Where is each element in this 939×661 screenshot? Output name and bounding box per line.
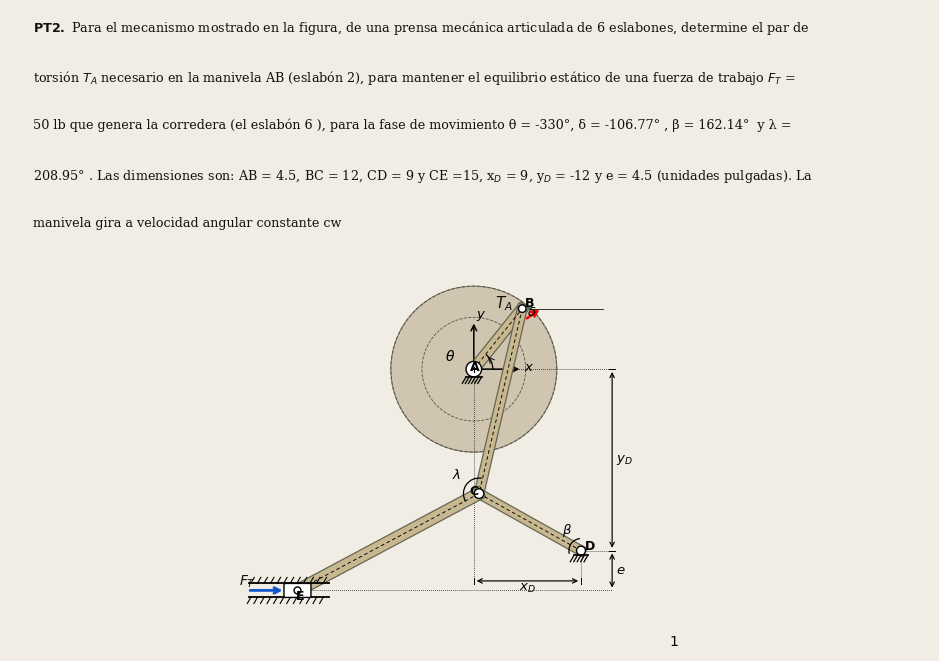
Text: B: B [525, 297, 535, 309]
Text: δ: δ [528, 306, 536, 319]
Circle shape [474, 488, 484, 498]
Text: x: x [524, 361, 532, 374]
Text: manivela gira a velocidad angular constante cw: manivela gira a velocidad angular consta… [33, 217, 341, 231]
Text: $x_D$: $x_D$ [519, 582, 536, 596]
Text: 208.95° . Las dimensiones son: AB = 4.5, BC = 12, CD = 9 y CE =15, x$_D$ = 9, y$: 208.95° . Las dimensiones son: AB = 4.5,… [33, 168, 812, 185]
Text: 50 lb que genera la corredera (el eslabón 6 ), para la fase de movimiento θ = -3: 50 lb que genera la corredera (el eslabó… [33, 118, 792, 132]
Text: D: D [585, 540, 595, 553]
Text: $T_A$: $T_A$ [495, 294, 513, 313]
Polygon shape [473, 303, 528, 499]
Text: torsión $T_A$ necesario en la manivela AB (eslabón 2), para mantener el equilibr: torsión $T_A$ necesario en la manivela A… [33, 69, 795, 87]
Text: 1: 1 [669, 635, 678, 648]
Circle shape [294, 587, 300, 594]
Text: $\mathbf{PT2.}$ Para el mecanismo mostrado en la figura, de una prensa mecánica : $\mathbf{PT2.}$ Para el mecanismo mostra… [33, 19, 809, 37]
FancyBboxPatch shape [284, 584, 311, 598]
Circle shape [518, 305, 526, 313]
Polygon shape [291, 486, 485, 598]
Text: λ: λ [454, 469, 461, 482]
Circle shape [577, 546, 586, 555]
Text: E: E [296, 590, 304, 603]
Text: β: β [562, 524, 571, 537]
Text: C: C [470, 485, 479, 498]
Text: θ: θ [446, 350, 454, 364]
Text: $F_T$: $F_T$ [239, 574, 255, 590]
Text: y: y [476, 308, 484, 321]
Text: $y_D$: $y_D$ [616, 453, 633, 467]
Text: A: A [470, 361, 480, 374]
Polygon shape [473, 487, 587, 557]
Circle shape [391, 286, 557, 452]
Circle shape [466, 362, 482, 377]
Text: e: e [616, 564, 624, 577]
Polygon shape [467, 302, 530, 376]
